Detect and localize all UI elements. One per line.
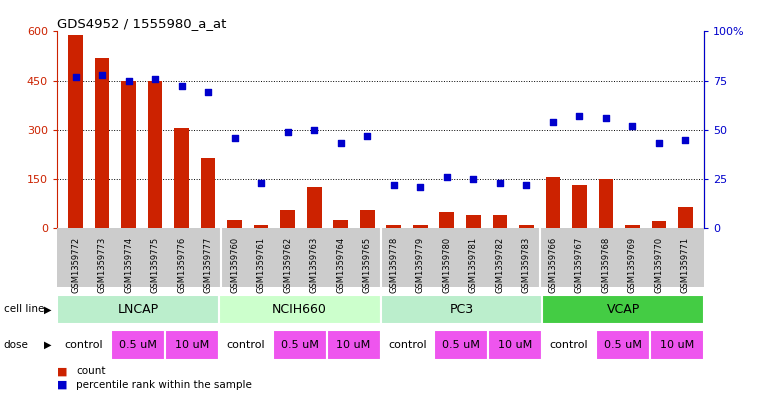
Point — [228, 134, 240, 141]
Bar — [387, 225, 401, 228]
Text: NCIH660: NCIH660 — [272, 303, 327, 316]
Bar — [360, 210, 374, 228]
Text: cell line: cell line — [4, 304, 44, 314]
Point — [282, 129, 294, 135]
Bar — [57, 295, 219, 324]
Point — [202, 89, 215, 95]
Bar — [201, 158, 215, 228]
Point — [494, 180, 506, 186]
Bar — [489, 330, 542, 360]
Bar — [380, 330, 435, 360]
Text: dose: dose — [4, 340, 29, 350]
Bar — [57, 330, 111, 360]
Bar — [95, 58, 110, 228]
Text: ▶: ▶ — [44, 340, 52, 350]
Bar — [650, 330, 704, 360]
Bar — [333, 220, 348, 228]
Bar — [174, 128, 189, 228]
Bar — [219, 295, 380, 324]
Bar — [492, 215, 507, 228]
Bar — [543, 295, 704, 324]
Text: control: control — [550, 340, 588, 350]
Bar — [280, 210, 295, 228]
Bar — [307, 187, 321, 228]
Text: ■: ■ — [57, 380, 68, 390]
Point — [600, 115, 612, 121]
Bar — [625, 225, 640, 228]
Point — [626, 123, 638, 129]
Bar — [148, 81, 162, 228]
Bar — [596, 330, 650, 360]
Point — [467, 176, 479, 182]
Text: 10 uM: 10 uM — [336, 340, 371, 350]
Bar — [572, 185, 587, 228]
Text: 0.5 uM: 0.5 uM — [442, 340, 480, 350]
Bar — [68, 35, 83, 228]
Point — [361, 132, 374, 139]
Bar — [272, 330, 326, 360]
Point — [335, 140, 347, 147]
Bar — [543, 330, 596, 360]
Bar — [519, 225, 533, 228]
Bar — [435, 330, 489, 360]
Bar — [219, 330, 272, 360]
Text: control: control — [227, 340, 265, 350]
Bar — [111, 330, 165, 360]
Point — [653, 140, 665, 147]
Text: LNCAP: LNCAP — [117, 303, 158, 316]
Bar — [228, 220, 242, 228]
Point — [255, 180, 267, 186]
Text: count: count — [76, 366, 106, 376]
Bar — [165, 330, 219, 360]
Point — [680, 136, 692, 143]
Text: percentile rank within the sample: percentile rank within the sample — [76, 380, 252, 390]
Text: 0.5 uM: 0.5 uM — [604, 340, 642, 350]
Text: 0.5 uM: 0.5 uM — [281, 340, 319, 350]
Point — [387, 182, 400, 188]
Text: ■: ■ — [57, 366, 68, 376]
Point — [308, 127, 320, 133]
Point — [441, 174, 453, 180]
Point — [149, 75, 161, 82]
Text: PC3: PC3 — [449, 303, 473, 316]
Text: 0.5 uM: 0.5 uM — [119, 340, 157, 350]
Point — [176, 83, 188, 90]
Text: 10 uM: 10 uM — [498, 340, 533, 350]
Text: GDS4952 / 1555980_a_at: GDS4952 / 1555980_a_at — [57, 17, 227, 30]
Point — [96, 72, 108, 78]
Bar — [121, 81, 136, 228]
Point — [123, 77, 135, 84]
Bar — [678, 207, 693, 228]
Bar — [413, 225, 428, 228]
Text: VCAP: VCAP — [607, 303, 640, 316]
Text: control: control — [388, 340, 427, 350]
Bar — [546, 177, 560, 228]
Bar — [466, 215, 481, 228]
Text: ▶: ▶ — [44, 304, 52, 314]
Point — [521, 182, 533, 188]
Bar — [254, 225, 269, 228]
Text: 10 uM: 10 uM — [175, 340, 209, 350]
Bar — [599, 179, 613, 228]
Point — [546, 119, 559, 125]
Point — [414, 184, 426, 190]
Bar — [326, 330, 380, 360]
Point — [69, 73, 81, 80]
Text: control: control — [65, 340, 103, 350]
Bar — [651, 221, 666, 228]
Bar — [440, 211, 454, 228]
Text: 10 uM: 10 uM — [660, 340, 694, 350]
Bar — [380, 295, 542, 324]
Point — [573, 113, 585, 119]
